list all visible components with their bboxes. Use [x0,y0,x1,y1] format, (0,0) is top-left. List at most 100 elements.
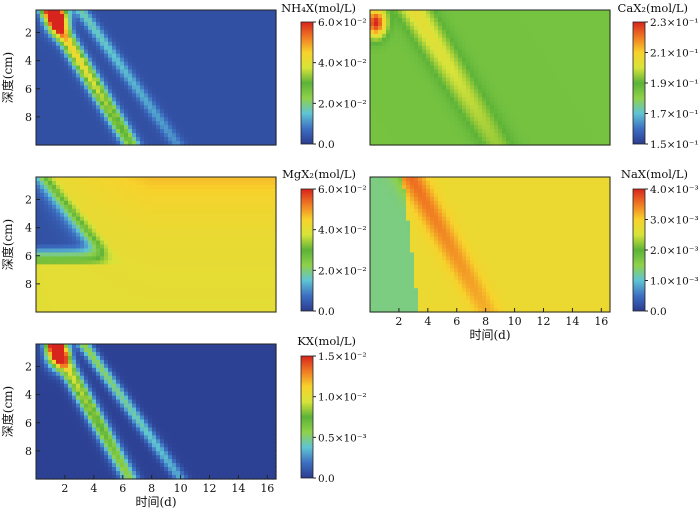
heatmap-cell [530,37,535,43]
heatmap-cell [398,105,403,110]
heatmap-cell [442,33,447,39]
heatmap-cell [44,105,49,110]
heatmap-cell [498,85,503,91]
heatmap-cell [510,37,515,43]
heatmap-cell [120,129,125,134]
heatmap-cell [566,17,571,23]
heatmap-cell [64,200,69,206]
heatmap-cell [430,125,435,130]
heatmap-cell [418,69,423,75]
heatmap-cell [260,13,265,19]
heatmap-cell [506,69,511,75]
heatmap-cell [554,85,559,91]
heatmap-cell [256,37,261,43]
heatmap-cell [112,256,117,261]
heatmap-cell [474,17,479,23]
heatmap-cell [100,101,105,106]
heatmap-cell [180,25,185,31]
heatmap-cell [212,85,217,91]
heatmap-cell [92,129,97,134]
heatmap-cell [256,105,261,110]
heatmap-cell [52,276,57,281]
heatmap-cell [112,137,117,142]
heatmap-cell [248,53,253,59]
heatmap-cell [374,17,379,23]
heatmap-cell [100,49,105,55]
heatmap-cell [272,105,277,110]
heatmap-cell [482,25,487,31]
heatmap-cell [402,125,407,130]
heatmap-cell [168,57,173,63]
heatmap-cell [458,137,463,142]
heatmap-cell [84,212,89,218]
heatmap-cell [422,41,427,47]
heatmap-cell [220,93,225,98]
heatmap-cell [144,93,149,98]
heatmap-cell [574,49,579,55]
heatmap-cell [582,25,587,31]
heatmap-cell [248,49,253,55]
heatmap-cell [486,125,491,130]
heatmap-cell [410,21,415,27]
heatmap-cell [442,25,447,31]
heatmap-cell [486,129,491,134]
heatmap-cell [474,10,479,15]
heatmap-cell [60,236,65,242]
heatmap-cell [394,101,399,106]
heatmap-cell [100,21,105,27]
heatmap-cell [506,45,511,51]
heatmap-cell [378,89,383,94]
heatmap-cell [248,101,253,106]
heatmap-cell [554,97,559,102]
heatmap-cell [582,93,587,98]
heatmap-cell [68,180,73,186]
heatmap-cell [204,125,209,130]
heatmap-cell [52,300,57,305]
heatmap-cell [582,49,587,55]
heatmap-cell [44,256,49,261]
heatmap-cell [422,93,427,98]
heatmap-cell [88,200,93,206]
heatmap-cell [172,129,177,134]
heatmap-cell [76,308,81,313]
heatmap-cell [594,129,599,134]
heatmap-cell [578,49,583,55]
heatmap-cell [192,141,197,146]
heatmap-cell [272,109,277,114]
heatmap-cell [558,81,563,87]
heatmap-cell [48,276,53,281]
heatmap-cell [398,125,403,130]
heatmap-cell [574,37,579,43]
heatmap-cell [172,93,177,98]
heatmap-cell [442,49,447,55]
heatmap-cell [538,29,543,35]
heatmap-cell [478,25,483,31]
heatmap-cell [478,53,483,59]
heatmap-cell [72,25,77,31]
heatmap-cell [370,41,375,47]
heatmap-cell [374,77,379,83]
heatmap-cell [140,61,145,67]
heatmap-cell [60,97,65,102]
heatmap-cell [48,10,53,15]
heatmap-cell [430,81,435,87]
heatmap-cell [494,61,499,67]
heatmap-cell [586,69,591,75]
heatmap-cell [100,264,105,269]
heatmap-cell [454,89,459,94]
heatmap-cell [498,65,503,71]
heatmap-cell [216,49,221,55]
heatmap-cell [100,288,105,293]
heatmap-cell [232,117,237,122]
heatmap-cell [394,53,399,59]
heatmap-cell [550,57,555,63]
heatmap-cell [60,240,65,246]
heatmap-cell [100,248,105,254]
heatmap-cell [212,125,217,130]
heatmap-cell [438,65,443,71]
y-tick-label: 8 [25,111,32,124]
heatmap-cell [606,137,611,142]
heatmap-cell [220,129,225,134]
heatmap-cell [454,129,459,134]
heatmap-cell [212,129,217,134]
